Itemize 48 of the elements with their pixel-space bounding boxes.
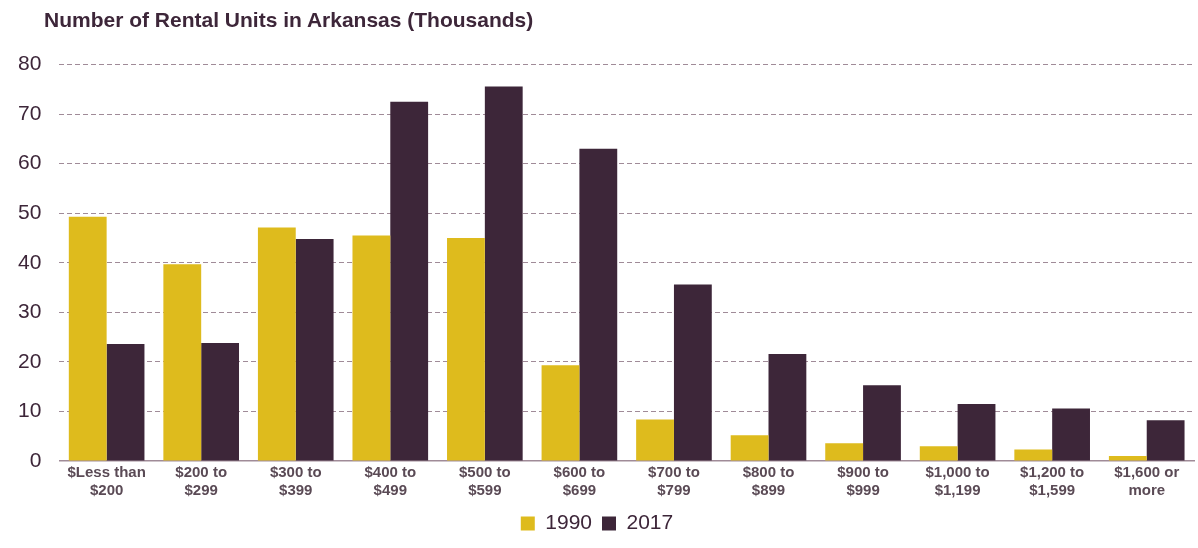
bar	[484, 86, 523, 461]
bar	[636, 419, 674, 461]
bar	[957, 404, 996, 461]
bar	[257, 227, 296, 461]
bar	[825, 443, 864, 461]
x-tick-label: $700 to $799	[648, 463, 700, 499]
bar	[352, 235, 391, 461]
bar	[579, 148, 618, 461]
x-tick-label: $Less than $200	[67, 463, 146, 499]
x-tick-label: $1,000 to $1,199	[925, 463, 990, 499]
y-tick-label: 40	[18, 249, 42, 273]
bar	[106, 344, 145, 461]
bar	[163, 264, 202, 461]
bar	[1014, 449, 1053, 461]
x-tick-label: $500 to $599	[459, 463, 511, 499]
x-tick-label: $200 to $299	[175, 463, 228, 499]
x-tick-label: $800 to $899	[742, 463, 795, 499]
bar	[1108, 456, 1147, 461]
y-tick-label: 30	[18, 299, 42, 323]
bar	[919, 446, 958, 461]
x-tick-label: $1,600 or more	[1114, 463, 1180, 499]
legend-label: 1990	[545, 510, 592, 534]
y-tick-label: 20	[18, 348, 42, 372]
x-tick-label: $1,200 to $1,599	[1020, 463, 1085, 499]
bar	[295, 239, 334, 461]
y-tick-label: 10	[18, 398, 42, 422]
y-tick-label: 50	[18, 200, 42, 224]
legend-label: 2017	[626, 510, 674, 534]
x-tick-label: $600 to $699	[553, 463, 606, 499]
chart-title: Number of Rental Units in Arkansas (Thousands)	[44, 8, 534, 32]
x-tick-label: $300 to $399	[269, 463, 322, 499]
y-tick-label: 70	[18, 100, 42, 124]
bar	[1052, 408, 1090, 461]
bar	[730, 435, 769, 461]
bar	[541, 365, 580, 461]
y-tick-label: 60	[18, 150, 42, 174]
bar	[447, 238, 485, 461]
bar	[1146, 420, 1185, 461]
bar	[201, 343, 240, 461]
y-tick-label: 0	[29, 447, 42, 471]
bar	[68, 216, 107, 461]
bar	[390, 101, 429, 461]
bar	[673, 284, 712, 461]
bar	[863, 385, 901, 461]
y-tick-label: 80	[18, 51, 42, 75]
x-tick-label: $400 to $499	[364, 463, 417, 499]
x-tick-label: $900 to $999	[837, 463, 889, 499]
bar	[768, 353, 807, 461]
